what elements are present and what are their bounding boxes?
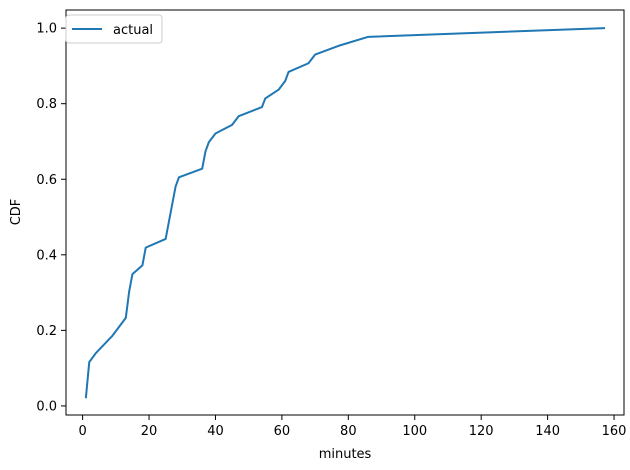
x-axis-label: minutes	[319, 447, 372, 462]
x-tick-label: 0	[78, 424, 86, 439]
x-tick-label: 140	[535, 424, 560, 439]
x-tick-label: 20	[141, 424, 158, 439]
y-axis-ticks: 0.0 0.2 0.4 0.6 0.8 1.0	[36, 22, 66, 414]
y-tick-label: 0.8	[36, 97, 57, 112]
legend: actual	[65, 14, 163, 44]
y-tick-label: 0.0	[36, 399, 57, 414]
legend-label-actual: actual	[113, 23, 153, 38]
series-layer	[84, 27, 606, 399]
x-tick-label: 40	[207, 424, 224, 439]
legend-box	[65, 14, 163, 44]
y-tick-label: 0.2	[36, 324, 57, 339]
x-tick-label: 160	[602, 424, 627, 439]
x-tick-label: 80	[340, 424, 357, 439]
x-tick-label: 60	[274, 424, 291, 439]
x-axis-ticks: 0 20 40 60 80 100 120 140 160	[78, 415, 626, 439]
x-tick-label: 120	[469, 424, 494, 439]
y-tick-label: 1.0	[36, 22, 57, 37]
y-tick-label: 0.4	[36, 248, 57, 263]
y-axis-label: CDF	[9, 199, 24, 226]
y-tick-label: 0.6	[36, 173, 57, 188]
series-line-actual	[84, 27, 606, 399]
x-tick-label: 100	[402, 424, 427, 439]
plot-frame	[65, 9, 625, 416]
